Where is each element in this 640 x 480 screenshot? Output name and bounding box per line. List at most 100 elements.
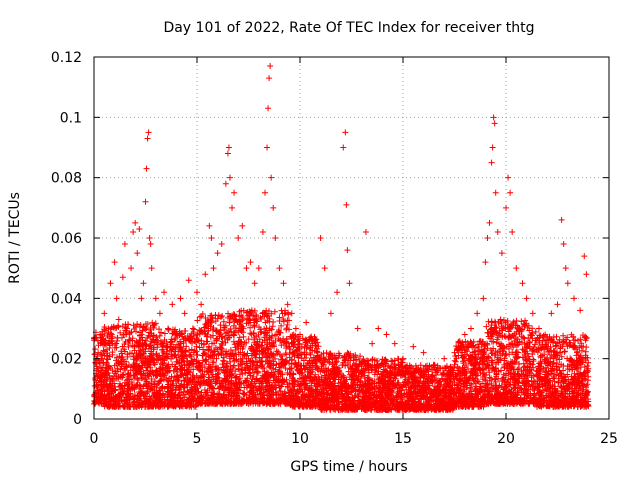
data-point <box>203 320 210 327</box>
data-point <box>102 397 109 404</box>
data-point <box>165 383 172 390</box>
data-point <box>147 396 154 403</box>
data-point <box>188 346 195 353</box>
data-point <box>181 384 188 391</box>
data-point <box>125 386 132 393</box>
data-point <box>246 316 253 323</box>
data-point <box>193 343 200 350</box>
data-point <box>151 360 158 367</box>
data-point <box>283 351 290 358</box>
data-point <box>223 363 230 370</box>
data-point <box>199 352 206 359</box>
data-point <box>147 350 154 357</box>
data-point <box>103 370 110 377</box>
data-point <box>156 332 163 339</box>
data-point <box>258 316 265 323</box>
data-point <box>262 319 269 326</box>
data-point <box>229 312 236 319</box>
data-point <box>109 367 116 374</box>
data-point <box>247 319 254 326</box>
data-point <box>126 396 133 403</box>
data-point <box>204 387 211 394</box>
data-point <box>113 360 120 367</box>
data-point <box>164 377 171 384</box>
data-point <box>119 384 126 391</box>
data-point <box>221 335 228 342</box>
data-point <box>92 359 99 366</box>
data-point <box>156 326 163 333</box>
data-point <box>125 361 132 368</box>
data-point <box>110 324 117 331</box>
data-point <box>111 387 118 394</box>
data-point <box>158 402 165 409</box>
data-point <box>220 318 227 325</box>
data-point <box>163 338 170 345</box>
data-point <box>106 372 113 379</box>
data-point <box>205 353 212 360</box>
data-point <box>218 352 225 359</box>
data-point <box>105 339 112 346</box>
data-point <box>182 337 189 344</box>
data-point <box>178 397 185 404</box>
data-point <box>169 391 176 398</box>
data-point <box>95 342 102 349</box>
data-point <box>201 371 208 378</box>
data-point <box>188 384 195 391</box>
data-point <box>122 321 129 328</box>
data-point <box>156 378 163 385</box>
data-point <box>176 343 183 350</box>
data-point <box>97 350 104 357</box>
data-point <box>182 327 189 334</box>
data-point <box>131 386 138 393</box>
data-point <box>144 364 151 371</box>
data-point <box>131 403 138 410</box>
data-point <box>213 400 220 407</box>
data-point <box>137 332 144 339</box>
data-point <box>216 384 223 391</box>
data-point <box>133 382 140 389</box>
data-point <box>212 380 219 387</box>
data-point <box>119 353 126 360</box>
data-point <box>186 336 193 343</box>
data-point <box>142 337 149 344</box>
data-point <box>154 344 161 351</box>
data-point <box>194 317 201 324</box>
data-point <box>208 318 215 325</box>
data-point <box>258 357 265 364</box>
data-point <box>284 317 291 324</box>
data-point <box>152 320 159 327</box>
data-point <box>147 343 154 350</box>
data-point <box>168 394 175 401</box>
data-point <box>206 374 213 381</box>
data-point <box>186 398 193 405</box>
data-point <box>142 372 149 379</box>
data-point <box>208 392 215 399</box>
data-point <box>197 366 204 373</box>
data-point <box>160 364 167 371</box>
data-point <box>187 402 194 409</box>
data-point <box>203 395 210 402</box>
data-point <box>168 338 175 345</box>
data-point <box>213 328 220 335</box>
data-point <box>245 336 252 343</box>
data-point <box>201 387 208 394</box>
data-point <box>218 333 225 340</box>
data-point <box>169 399 176 406</box>
data-point <box>232 347 239 354</box>
data-point <box>101 376 108 383</box>
data-point <box>236 325 243 332</box>
data-point <box>153 403 160 410</box>
data-point <box>137 390 144 397</box>
data-point <box>161 385 168 392</box>
data-point <box>133 328 140 335</box>
data-point <box>209 359 216 366</box>
data-point <box>135 351 142 358</box>
data-point <box>114 368 121 375</box>
data-point <box>195 388 202 395</box>
data-point <box>124 353 131 360</box>
data-point <box>107 382 114 389</box>
data-point <box>197 379 204 386</box>
data-point <box>269 351 276 358</box>
data-point <box>227 325 234 332</box>
data-point <box>116 398 123 405</box>
